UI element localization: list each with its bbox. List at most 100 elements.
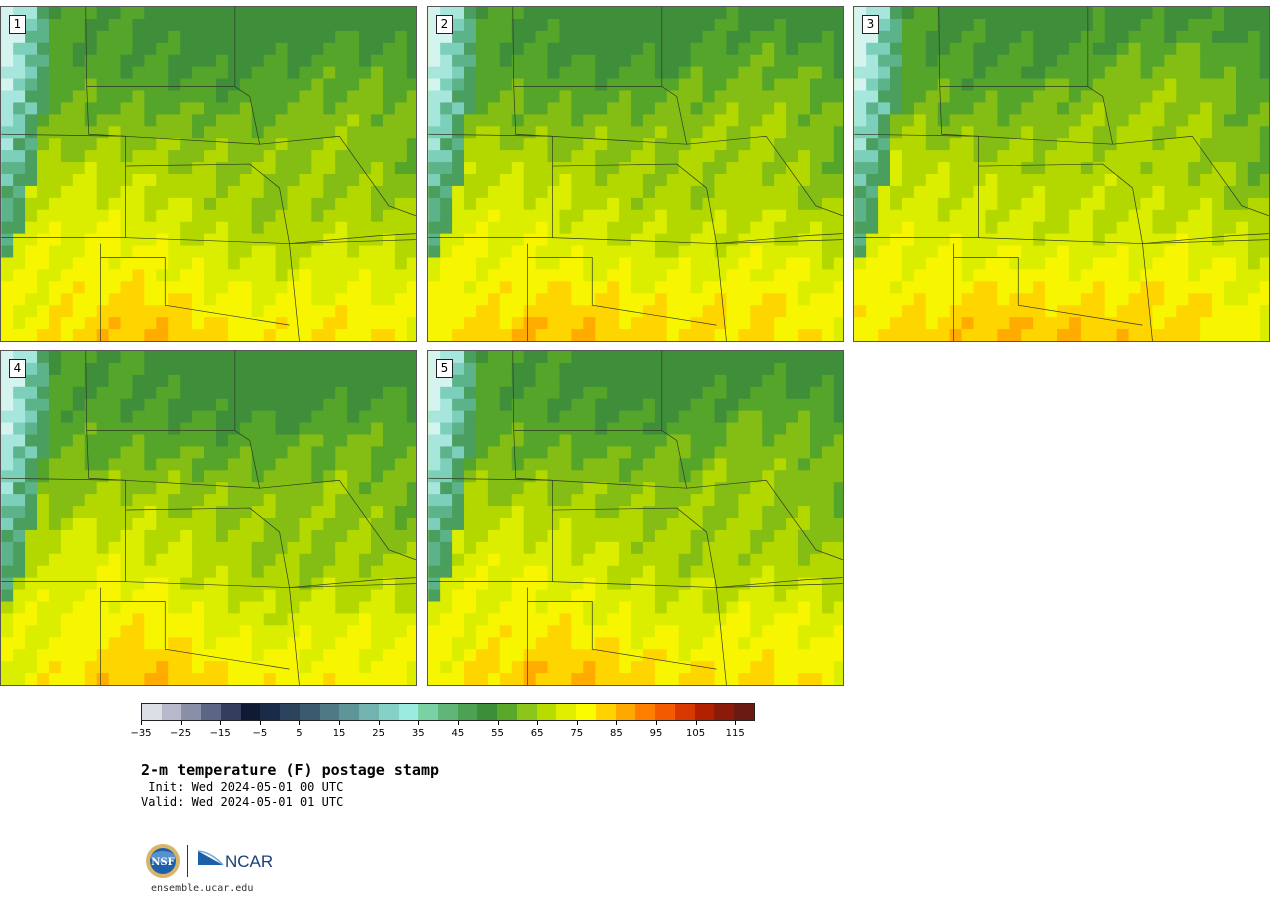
colorbar-swatch	[674, 704, 695, 720]
colorbar-swatch	[220, 704, 241, 720]
colorbar-tick	[299, 721, 301, 725]
state-border	[234, 7, 261, 145]
state-border	[939, 86, 1113, 145]
state-border	[527, 257, 717, 326]
colorbar-swatch	[299, 704, 320, 720]
colorbar-tick-label: 65	[530, 728, 544, 739]
member-panel-3: 3	[853, 6, 1270, 342]
colorbar-tick	[457, 721, 459, 725]
colorbar-tick	[537, 721, 539, 725]
state-border	[289, 577, 416, 588]
chart-title: 2-m temperature (F) postage stamp	[141, 761, 440, 779]
colorbar-tick	[576, 721, 578, 725]
colorbar-tick-label: −15	[209, 728, 231, 739]
colorbar-swatch	[418, 704, 439, 720]
temperature-map	[1, 351, 416, 685]
state-border	[716, 577, 843, 588]
colorbar-tick	[616, 721, 618, 725]
colorbar-ticks: −35 −25 −15 −5 5 15 25 35 45 55 65 75 85 95 105 115	[130, 721, 755, 741]
state-border	[552, 507, 717, 588]
member-panel-1: 1	[0, 6, 417, 342]
member-number-label: 1	[9, 15, 26, 34]
colorbar-tick	[418, 721, 420, 725]
state-border	[552, 163, 717, 244]
ncar-logo-text: NCAR	[225, 852, 273, 871]
colorbar-tick	[735, 721, 737, 725]
state-border	[259, 479, 416, 561]
colorbar-tick	[497, 721, 499, 725]
init-time: Init: Wed 2024-05-01 00 UTC	[141, 780, 344, 794]
colorbar-tick	[655, 721, 657, 725]
state-border	[686, 479, 843, 561]
valid-time: Valid: Wed 2024-05-01 01 UTC	[141, 795, 344, 809]
temperature-map	[428, 7, 843, 341]
colorbar-swatch	[615, 704, 636, 720]
state-border	[953, 257, 1143, 326]
member-panel-5: 5	[427, 350, 844, 686]
colorbar-swatch	[497, 704, 517, 720]
state-border	[125, 163, 290, 244]
state-border	[85, 351, 235, 431]
colorbar-tick	[339, 721, 341, 725]
state-border	[716, 233, 843, 244]
colorbar-tick-label: 95	[649, 728, 663, 739]
colorbar-swatch	[576, 704, 596, 720]
colorbar-swatch	[457, 704, 478, 720]
colorbar-tick	[259, 721, 261, 725]
colorbar-swatch	[142, 704, 162, 720]
colorbar-tick-label: −35	[130, 728, 152, 739]
colorbar-tick-label: 105	[686, 728, 706, 739]
member-number-label: 2	[436, 15, 453, 34]
colorbar-swatch	[378, 704, 399, 720]
ncar-logo-icon: NCAR	[197, 850, 273, 871]
colorbar-tick-label: 115	[725, 728, 745, 739]
state-border	[125, 507, 290, 588]
member-number-label: 5	[436, 359, 453, 378]
colorbar-swatch	[339, 704, 360, 720]
colorbar-tick-label: 15	[332, 728, 346, 739]
colorbar-swatch	[595, 704, 616, 720]
colorbar-swatch	[477, 704, 498, 720]
colorbar-swatch	[536, 704, 557, 720]
state-border	[234, 351, 261, 489]
colorbar-swatch	[655, 704, 675, 720]
colorbar-swatch	[438, 704, 458, 720]
state-border	[513, 86, 687, 145]
state-border	[686, 135, 843, 217]
nsf-logo-icon: NSF	[146, 844, 180, 878]
state-border	[100, 257, 290, 326]
state-border	[100, 601, 290, 670]
colorbar-tick	[220, 721, 222, 725]
state-border	[527, 601, 717, 670]
member-panel-2: 2	[427, 6, 844, 342]
colorbar-swatch	[734, 704, 754, 720]
colorbar-tick-label: 85	[609, 728, 623, 739]
colorbar-swatch	[694, 704, 715, 720]
colorbar-swatch	[181, 704, 202, 720]
state-border	[716, 587, 727, 685]
state-border	[661, 7, 688, 145]
colorbar-swatch	[398, 704, 419, 720]
state-border	[86, 86, 260, 145]
member-number-label: 3	[862, 15, 879, 34]
member-panel-4: 4	[0, 350, 417, 686]
temperature-map	[1, 7, 416, 341]
colorbar-swatch	[359, 704, 379, 720]
colorbar-swatch	[714, 704, 735, 720]
state-border	[259, 135, 416, 217]
colorbar-tick-label: 25	[372, 728, 386, 739]
colorbar-tick	[180, 721, 182, 725]
state-border	[428, 581, 843, 588]
colorbar-swatch	[516, 704, 537, 720]
colorbar-tick-label: 45	[451, 728, 465, 739]
state-border	[512, 351, 662, 431]
colorbar-tick-label: −25	[170, 728, 192, 739]
state-border	[1142, 243, 1153, 341]
state-border	[1142, 233, 1269, 244]
website-url: ensemble.ucar.edu	[151, 883, 254, 894]
state-border	[1, 581, 416, 588]
nsf-logo-text: NSF	[151, 857, 174, 868]
colorbar	[141, 703, 755, 721]
temperature-map	[428, 351, 843, 685]
state-border	[86, 430, 260, 489]
